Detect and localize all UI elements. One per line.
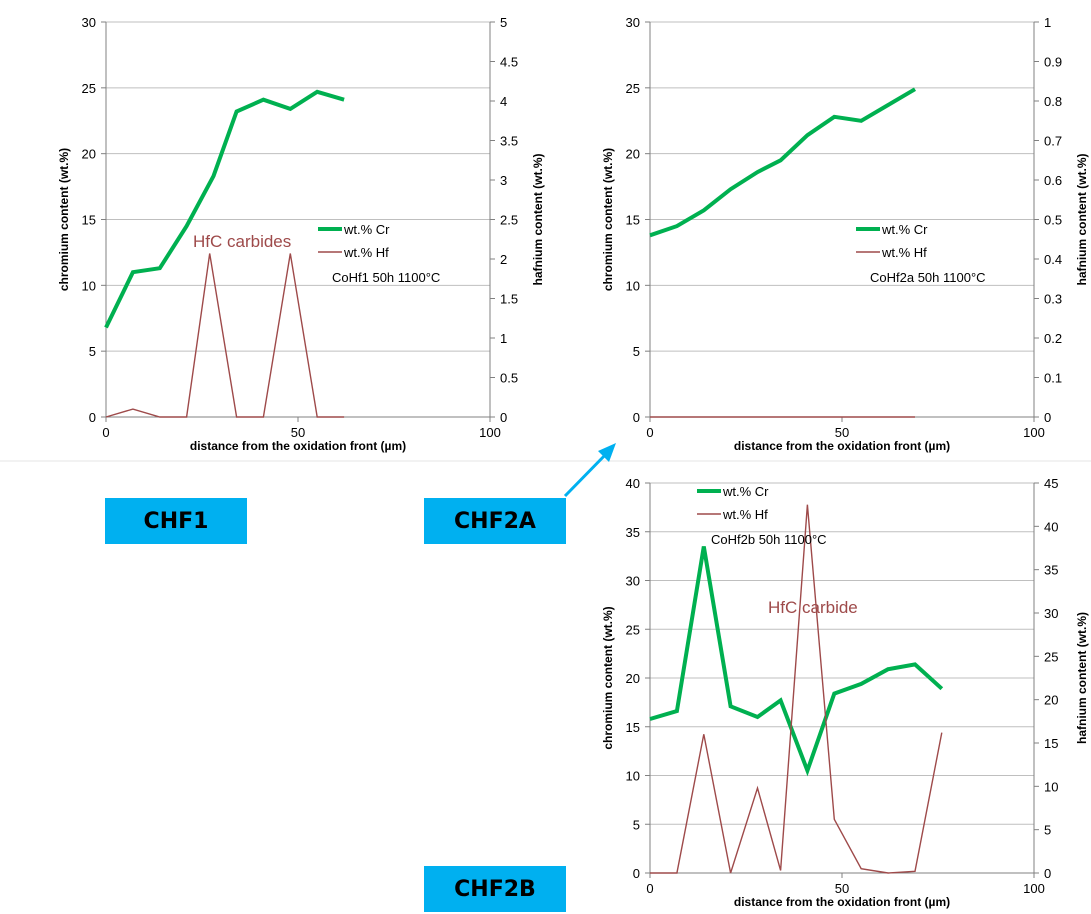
- x-tick-label: 0: [102, 425, 109, 440]
- series-line-cr: [104, 89, 345, 329]
- y2-tick-label: 2.5: [500, 213, 518, 228]
- x-tick-label: 100: [479, 425, 501, 440]
- y2-tick-label: 0.2: [1044, 331, 1062, 346]
- series-line-cr: [649, 87, 917, 238]
- x-tick-label: 50: [835, 425, 849, 440]
- y2-tick-label: 15: [1044, 736, 1058, 751]
- y-tick-label: 25: [626, 622, 640, 637]
- y2-tick-label: 0.8: [1044, 94, 1062, 109]
- y-tick-label: 30: [626, 15, 640, 30]
- x-axis-title: distance from the oxidation front (µm): [734, 439, 950, 453]
- y2-tick-label: 4.5: [500, 55, 518, 70]
- y-tick-label: 30: [626, 574, 640, 589]
- series-line-cr: [649, 546, 944, 777]
- y2-tick-label: 0.5: [1044, 213, 1062, 228]
- y-axis-title: chromium content (wt.%): [57, 148, 71, 291]
- pointer-arrow: [563, 448, 612, 498]
- legend-label-hf: wt.% Hf: [722, 507, 768, 522]
- y2-tick-label: 0.6: [1044, 173, 1062, 188]
- y2-tick-label: 30: [1044, 606, 1058, 621]
- annotation-hfc: HfC carbide: [768, 598, 858, 617]
- y2-tick-label: 20: [1044, 693, 1058, 708]
- y-tick-label: 20: [626, 147, 640, 162]
- legend-label-cr: wt.% Cr: [722, 484, 769, 499]
- x-tick-label: 0: [646, 881, 653, 896]
- y2-tick-label: 0.9: [1044, 55, 1062, 70]
- y2-tick-label: 2: [500, 252, 507, 267]
- y-tick-label: 0: [89, 410, 96, 425]
- y2-tick-label: 40: [1044, 519, 1058, 534]
- sample-condition-note: CoHf2b 50h 1100°C: [711, 532, 827, 547]
- y2-axis-title: hafnium content (wt.%): [531, 154, 545, 286]
- y2-tick-label: 0: [1044, 866, 1051, 881]
- y2-tick-label: 0.4: [1044, 252, 1062, 267]
- y-tick-label: 40: [626, 476, 640, 491]
- y-tick-label: 5: [633, 344, 640, 359]
- pointer-arrowhead: [598, 443, 616, 462]
- y-tick-label: 20: [626, 671, 640, 686]
- x-tick-label: 50: [291, 425, 305, 440]
- y-axis-title: chromium content (wt.%): [601, 148, 615, 291]
- y2-tick-label: 0: [500, 410, 507, 425]
- y2-tick-label: 25: [1044, 649, 1058, 664]
- chart-chf2b: 0 5 10 15 20 25 30 35 40 0 5 10 15 20 25 30 35 40 45 0 50 100…: [601, 476, 1089, 909]
- y-tick-label: 5: [633, 817, 640, 832]
- series-line-hf: [105, 253, 345, 418]
- y-tick-label: 5: [89, 344, 96, 359]
- y-tick-label: 25: [626, 81, 640, 96]
- y-tick-label: 25: [82, 81, 96, 96]
- y-tick-label: 10: [626, 769, 640, 784]
- sample-label-chf1: CHF1: [105, 498, 247, 544]
- legend-label-hf: wt.% Hf: [881, 245, 927, 260]
- sample-condition-note: CoHf2a 50h 1100°C: [870, 270, 986, 285]
- x-tick-label: 50: [835, 881, 849, 896]
- y2-axis-title: hafnium content (wt.%): [1075, 612, 1089, 744]
- legend-label-hf: wt.% Hf: [343, 245, 389, 260]
- x-tick-label: 100: [1023, 425, 1045, 440]
- y-tick-label: 35: [626, 525, 640, 540]
- sample-label-chf2a: CHF2A: [424, 498, 566, 544]
- y-tick-label: 20: [82, 147, 96, 162]
- y-axis-title: chromium content (wt.%): [601, 606, 615, 749]
- sample-label-chf2b: CHF2B: [424, 866, 566, 912]
- y-tick-label: 15: [82, 213, 96, 228]
- y2-tick-label: 4: [500, 94, 507, 109]
- series-line-hf: [650, 504, 943, 874]
- y2-tick-label: 0.5: [500, 371, 518, 386]
- y2-tick-label: 5: [500, 15, 507, 30]
- y2-axis-title: hafnium content (wt.%): [1075, 154, 1089, 286]
- chart-chf2a: 05101520253000.10.20.30.40.50.60.70.80.9…: [601, 15, 1089, 453]
- legend-label-cr: wt.% Cr: [881, 222, 928, 237]
- y2-tick-label: 3: [500, 173, 507, 188]
- y-tick-label: 10: [82, 278, 96, 293]
- x-axis-title: distance from the oxidation front (µm): [190, 439, 406, 453]
- y-tick-label: 30: [82, 15, 96, 30]
- y2-tick-label: 0.3: [1044, 292, 1062, 307]
- x-tick-label: 100: [1023, 881, 1045, 896]
- x-axis-title: distance from the oxidation front (µm): [734, 895, 950, 909]
- y2-tick-label: 35: [1044, 563, 1058, 578]
- legend-label-cr: wt.% Cr: [343, 222, 390, 237]
- y-tick-label: 0: [633, 410, 640, 425]
- y2-tick-label: 1: [500, 331, 507, 346]
- y-tick-label: 15: [626, 720, 640, 735]
- y2-tick-label: 5: [1044, 823, 1051, 838]
- y2-tick-label: 1.5: [500, 292, 518, 307]
- y2-tick-label: 1: [1044, 15, 1051, 30]
- x-tick-label: 0: [646, 425, 653, 440]
- y2-tick-label: 10: [1044, 779, 1058, 794]
- y2-tick-label: 0: [1044, 410, 1051, 425]
- y2-tick-label: 0.7: [1044, 134, 1062, 149]
- y2-tick-label: 45: [1044, 476, 1058, 491]
- y2-tick-label: 3.5: [500, 134, 518, 149]
- y-tick-label: 15: [626, 213, 640, 228]
- y-tick-label: 0: [633, 866, 640, 881]
- y-tick-label: 10: [626, 278, 640, 293]
- y2-tick-label: 0.1: [1044, 371, 1062, 386]
- annotation-hfc: HfC carbides: [193, 232, 291, 251]
- sample-condition-note: CoHf1 50h 1100°C: [332, 270, 440, 285]
